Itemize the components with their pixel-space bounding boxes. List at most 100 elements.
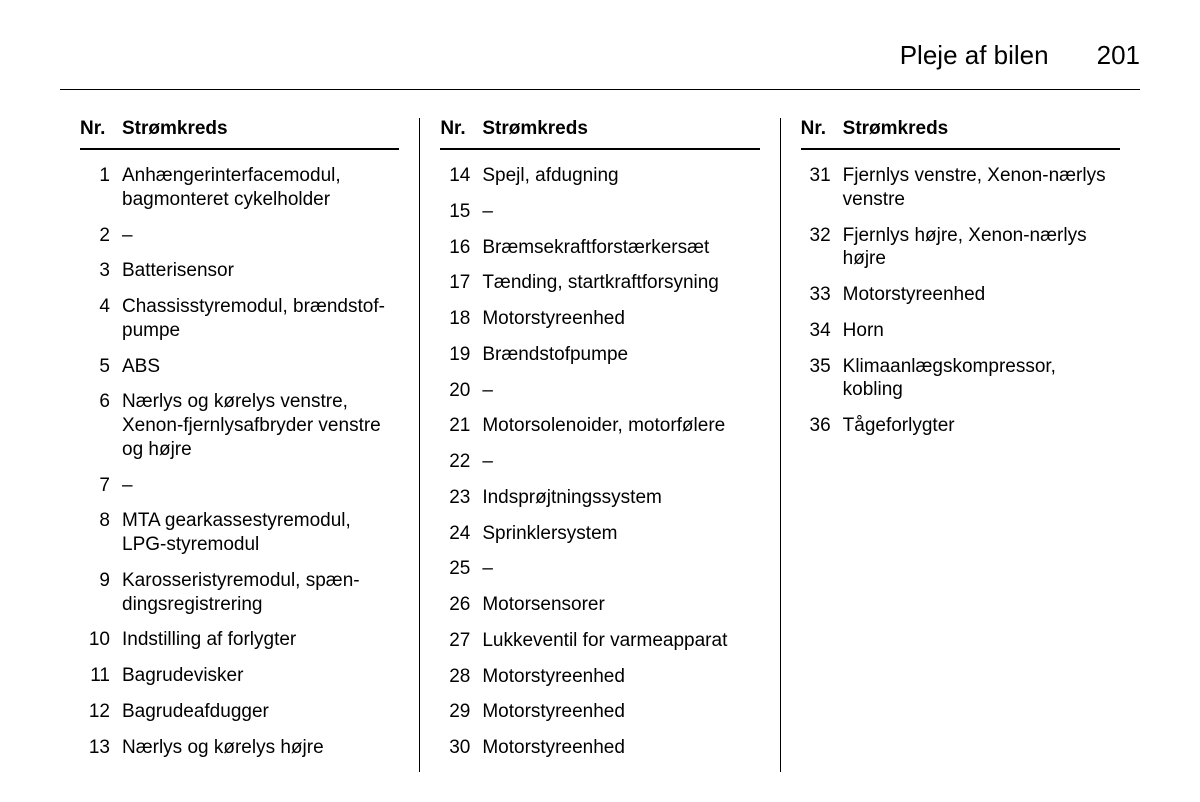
- row-value: Klimaanlægskompressor, kobling: [843, 355, 1120, 403]
- row-nr: 13: [80, 736, 122, 760]
- column-3: Nr. Strømkreds 31Fjernlys venstre, Xenon…: [780, 118, 1140, 772]
- table-row: 10Indstilling af forlygter: [80, 628, 399, 652]
- table-row: 24Sprinklersystem: [440, 522, 759, 546]
- table-row: 31Fjernlys venstre, Xenon-nærlys venstre: [801, 164, 1120, 212]
- row-value: –: [482, 557, 759, 581]
- row-nr: 27: [440, 629, 482, 653]
- row-nr: 25: [440, 557, 482, 581]
- row-value: Batterisensor: [122, 259, 399, 283]
- page-header: Pleje af bilen 201: [60, 40, 1140, 71]
- table-row: 20–: [440, 379, 759, 403]
- row-value: Bræmsekraftforstærkersæt: [482, 236, 759, 260]
- row-value: Karosseristyremodul, spæn­dingsregistrer…: [122, 569, 399, 617]
- column-header: Nr. Strømkreds: [80, 118, 399, 150]
- table-row: 2–: [80, 224, 399, 248]
- row-nr: 26: [440, 593, 482, 617]
- table-row: 9Karosseristyremodul, spæn­dingsregistre…: [80, 569, 399, 617]
- row-value: Chassisstyremodul, brændstof­pumpe: [122, 295, 399, 343]
- row-nr: 14: [440, 164, 482, 188]
- page-title: Pleje af bilen: [900, 40, 1049, 71]
- table-row: 18Motorstyreenhed: [440, 307, 759, 331]
- row-nr: 4: [80, 295, 122, 343]
- table-row: 27Lukkeventil for varmeapparat: [440, 629, 759, 653]
- table-row: 32Fjernlys højre, Xenon-nærlys højre: [801, 224, 1120, 272]
- row-value: Bagrudevisker: [122, 664, 399, 688]
- table-row: 19Brændstofpumpe: [440, 343, 759, 367]
- row-nr: 2: [80, 224, 122, 248]
- row-nr: 34: [801, 319, 843, 343]
- row-nr: 30: [440, 736, 482, 760]
- table-row: 34Horn: [801, 319, 1120, 343]
- row-value: Bagrudeafdugger: [122, 700, 399, 724]
- row-nr: 1: [80, 164, 122, 212]
- row-value: Tågeforlygter: [843, 414, 1120, 438]
- table-row: 4Chassisstyremodul, brændstof­pumpe: [80, 295, 399, 343]
- row-value: Anhængerinterfacemodul, bagmonteret cyke…: [122, 164, 399, 212]
- row-value: Motorstyreenhed: [482, 736, 759, 760]
- table-row: 17Tænding, startkraftforsyning: [440, 271, 759, 295]
- row-nr: 9: [80, 569, 122, 617]
- row-value: Motorstyreenhed: [843, 283, 1120, 307]
- column-1-rows: 1Anhængerinterfacemodul, bagmonteret cyk…: [80, 164, 399, 759]
- row-value: Spejl, afdugning: [482, 164, 759, 188]
- row-value: MTA gearkassestyremodul, LPG-styremodul: [122, 509, 399, 557]
- row-value: Nærlys og kørelys højre: [122, 736, 399, 760]
- row-nr: 32: [801, 224, 843, 272]
- row-value: Nærlys og kørelys venstre, Xenon-fjernly…: [122, 390, 399, 461]
- row-nr: 3: [80, 259, 122, 283]
- table-row: 22–: [440, 450, 759, 474]
- header-label: Strømkreds: [482, 118, 759, 140]
- table-row: 8MTA gearkassestyremodul, LPG-styremodul: [80, 509, 399, 557]
- row-nr: 10: [80, 628, 122, 652]
- row-nr: 19: [440, 343, 482, 367]
- row-nr: 11: [80, 664, 122, 688]
- table-row: 29Motorstyreenhed: [440, 700, 759, 724]
- row-nr: 18: [440, 307, 482, 331]
- row-nr: 24: [440, 522, 482, 546]
- table-row: 11Bagrudevisker: [80, 664, 399, 688]
- table-row: 28Motorstyreenhed: [440, 665, 759, 689]
- header-label: Strømkreds: [122, 118, 399, 140]
- column-2-rows: 14Spejl, afdugning 15– 16Bræmsekraftforstæ…: [440, 164, 759, 760]
- row-nr: 17: [440, 271, 482, 295]
- column-1: Nr. Strømkreds 1Anhængerinterfacemodul, …: [60, 118, 419, 772]
- row-nr: 6: [80, 390, 122, 461]
- row-nr: 5: [80, 355, 122, 379]
- table-row: 7–: [80, 474, 399, 498]
- row-value: Indsprøjtningssystem: [482, 486, 759, 510]
- row-value: Sprinklersystem: [482, 522, 759, 546]
- row-nr: 12: [80, 700, 122, 724]
- table-row: 35Klimaanlægskompressor, kobling: [801, 355, 1120, 403]
- table-row: 26Motorsensorer: [440, 593, 759, 617]
- header-nr: Nr.: [80, 118, 122, 140]
- header-rule: [60, 89, 1140, 90]
- page-number: 201: [1097, 40, 1140, 71]
- table-row: 33Motorstyreenhed: [801, 283, 1120, 307]
- row-value: Indstilling af forlygter: [122, 628, 399, 652]
- header-nr: Nr.: [440, 118, 482, 140]
- row-value: Motorsolenoider, motorfølere: [482, 414, 759, 438]
- row-nr: 33: [801, 283, 843, 307]
- table-row: 15–: [440, 200, 759, 224]
- table-row: 23Indsprøjtningssystem: [440, 486, 759, 510]
- row-value: –: [482, 379, 759, 403]
- row-nr: 16: [440, 236, 482, 260]
- row-nr: 8: [80, 509, 122, 557]
- table-row: 14Spejl, afdugning: [440, 164, 759, 188]
- row-value: Motorsensorer: [482, 593, 759, 617]
- row-nr: 23: [440, 486, 482, 510]
- row-value: Lukkeventil for varmeapparat: [482, 629, 759, 653]
- column-header: Nr. Strømkreds: [801, 118, 1120, 150]
- table-row: 30Motorstyreenhed: [440, 736, 759, 760]
- row-value: ABS: [122, 355, 399, 379]
- row-nr: 7: [80, 474, 122, 498]
- row-value: Tænding, startkraftforsyning: [482, 271, 759, 295]
- row-nr: 31: [801, 164, 843, 212]
- row-nr: 29: [440, 700, 482, 724]
- table-row: 36Tågeforlygter: [801, 414, 1120, 438]
- row-nr: 28: [440, 665, 482, 689]
- row-value: –: [482, 200, 759, 224]
- row-nr: 36: [801, 414, 843, 438]
- row-nr: 21: [440, 414, 482, 438]
- content-columns: Nr. Strømkreds 1Anhængerinterfacemodul, …: [60, 118, 1140, 772]
